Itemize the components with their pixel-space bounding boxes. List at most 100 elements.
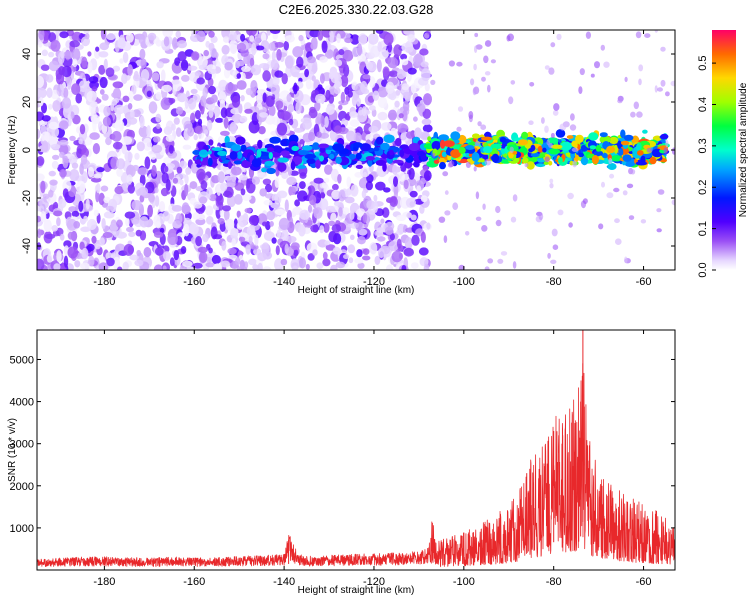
spectrogram-blob	[465, 231, 470, 236]
spectrogram-blob	[147, 204, 154, 218]
spectrogram-blob	[69, 40, 80, 48]
spectrogram-blob	[199, 251, 208, 263]
spectrogram-blob	[362, 74, 371, 80]
spectrogram-blob	[69, 135, 76, 141]
spectrogram-blob	[259, 155, 271, 160]
spectrogram-blob	[407, 34, 416, 43]
spectrogram-blob	[102, 232, 113, 238]
spectrogram-blob	[88, 255, 95, 267]
spectrogram-blob	[163, 251, 171, 261]
spectrogram-blob	[184, 97, 189, 110]
spectrogram-blob	[205, 262, 216, 268]
spectrogram-blob	[473, 166, 477, 172]
spectrogram-blob	[475, 191, 480, 200]
snr-series	[37, 330, 675, 568]
spectrogram-blob	[355, 152, 362, 160]
spectrogram-blob	[495, 219, 502, 227]
spectrogram-blob	[37, 75, 45, 89]
spectrogram-blob	[635, 161, 648, 166]
spectrogram-blob	[48, 189, 54, 198]
spectrogram-blob	[324, 49, 334, 59]
spectrogram-blob	[263, 231, 275, 242]
spectrogram-blob	[240, 144, 247, 152]
spectrogram-blob	[551, 228, 558, 237]
spectrogram-blob	[88, 76, 99, 84]
spectrogram-blob	[95, 183, 101, 194]
spectrogram-blob	[177, 40, 187, 49]
spectrogram-blob	[121, 136, 133, 145]
spectrogram-blob	[338, 189, 346, 202]
spectrogram-blob	[262, 178, 272, 185]
spectrogram-blob	[274, 208, 286, 216]
spectrogram-blob	[192, 262, 203, 269]
spectrogram-blob	[495, 205, 501, 214]
spectrogram-blob	[155, 39, 162, 47]
spectrogram-blob	[93, 209, 99, 217]
spectrogram-blob	[150, 153, 157, 160]
spectrogram-blob	[196, 77, 205, 85]
x-tick-label: -80	[546, 576, 562, 588]
spectrogram-blob	[338, 207, 343, 217]
spectrogram-blob	[221, 44, 230, 55]
spectrogram-blob	[315, 93, 326, 104]
spectrogram-blob	[376, 59, 382, 73]
spectrogram-blob	[115, 243, 126, 253]
spectrogram-blob	[162, 30, 173, 38]
colorbar-gradient	[712, 30, 736, 270]
spectrogram-blob	[622, 190, 628, 196]
spectrogram-blob	[311, 75, 316, 82]
spectrogram-blob	[475, 216, 482, 221]
spectrogram-blob	[37, 156, 45, 166]
spectrogram-blob	[165, 134, 175, 142]
spectrogram-blob	[81, 247, 89, 260]
spectrogram-blob	[497, 258, 504, 264]
spectrogram-blob	[420, 61, 429, 68]
spectrogram-blob	[89, 132, 100, 140]
spectrogram-blob	[41, 115, 51, 122]
spectrogram-blob	[325, 89, 331, 101]
spectrogram-blob	[161, 172, 169, 184]
spectrogram-blob	[663, 147, 668, 155]
spectrogram-blob	[281, 73, 288, 85]
spectrogram-blob	[38, 30, 45, 41]
spectrogram-blob	[376, 227, 385, 233]
spectrogram-blob	[239, 174, 248, 181]
spectrogram-blob	[438, 134, 449, 142]
spectrogram-blob	[324, 164, 333, 175]
spectrogram-blob	[251, 158, 262, 168]
spectrogram-blob	[352, 46, 359, 58]
spectrogram-blob	[211, 254, 221, 265]
spectrogram-blob	[103, 105, 111, 117]
spectrogram-blob	[241, 65, 252, 72]
spectrogram-blob	[528, 120, 534, 125]
spectrogram-blob	[350, 234, 355, 240]
spectrogram-blob	[362, 248, 370, 256]
spectrogram-blob	[318, 143, 330, 149]
spectrogram-blob	[281, 172, 289, 179]
spectrogram-blob	[188, 223, 199, 235]
spectrogram-blob	[468, 142, 476, 146]
spectrogram-blob	[128, 90, 134, 103]
spectrogram-blob	[138, 186, 149, 196]
spectrogram-blob	[190, 112, 196, 124]
spectrogram-blob	[105, 137, 112, 146]
spectrogram-blob	[570, 113, 575, 121]
spectrogram-blob	[382, 207, 390, 218]
spectrogram-blob	[133, 70, 139, 80]
spectrogram-blob	[192, 150, 201, 155]
spectrogram-blob	[199, 150, 208, 155]
spectrogram-blob	[432, 152, 436, 158]
spectrogram-blob	[400, 53, 408, 60]
colorbar: 0.0 0.1 0.2 0.3 0.4 0.5 Normalized spectral a…	[697, 30, 749, 278]
spectrogram-blob	[439, 161, 446, 170]
spectrogram-blob	[90, 177, 102, 183]
spectrogram-blob	[72, 58, 78, 68]
spectrogram-blob	[63, 51, 74, 59]
spectrogram-blob	[325, 105, 335, 115]
spectrogram-blob	[377, 236, 386, 242]
spectrogram-blob	[272, 33, 279, 40]
spectrogram-blob	[151, 144, 163, 154]
spectrogram-blob	[262, 221, 268, 227]
spectrogram-blob	[375, 30, 384, 34]
spectrogram-blob	[350, 184, 359, 197]
